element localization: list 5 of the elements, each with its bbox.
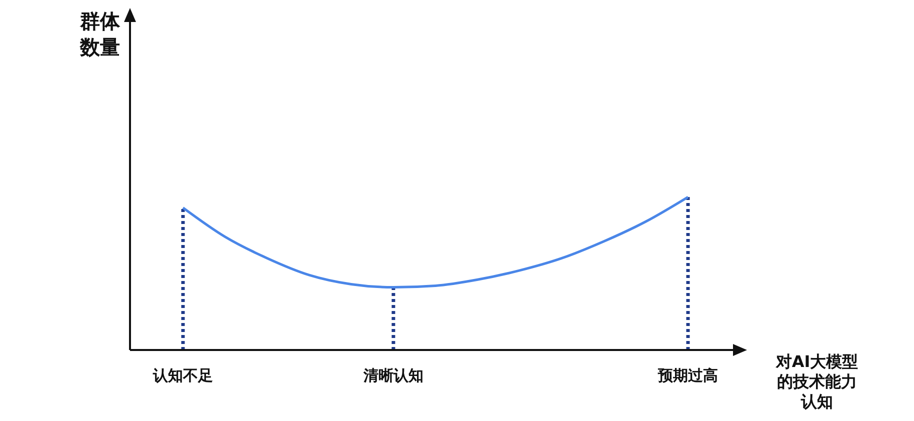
x-tick-label: 清晰认知 — [362, 366, 424, 385]
x-tick-label: 认知不足 — [152, 366, 213, 385]
text: 群体数量 — [80, 8, 121, 60]
x-axis-title: 对AI大模型的技术能力认知 — [774, 352, 860, 412]
x-tick-label: 预期过高 — [657, 366, 718, 385]
